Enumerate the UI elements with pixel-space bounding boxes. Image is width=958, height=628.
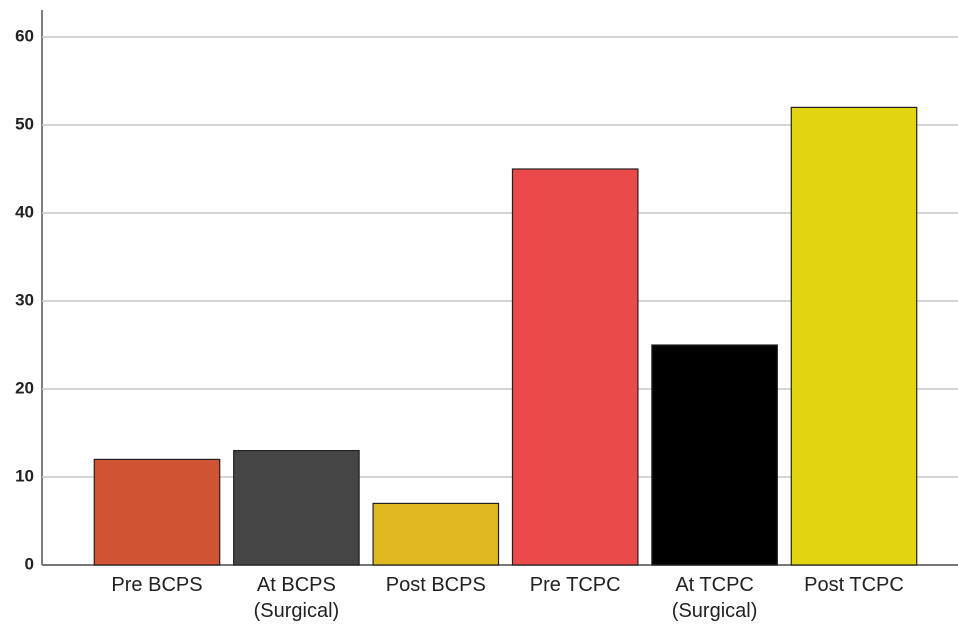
x-tick-label: At BCPS (Surgical) [253, 574, 340, 622]
bar [372, 502, 500, 566]
bar [511, 168, 639, 566]
x-tick-label: At TCPC (Surgical) [671, 574, 758, 622]
bar [233, 450, 360, 566]
x-tick-label: Pre BCPS [111, 574, 203, 596]
x-tick-label: Post TCPC [804, 574, 904, 596]
y-tick-label: 10 [15, 466, 34, 485]
y-tick-label: 0 [25, 554, 34, 573]
y-tick-label: 30 [15, 290, 34, 309]
y-tick-label: 60 [15, 26, 34, 45]
bar [651, 344, 778, 566]
x-tick-label: Post BCPS [385, 574, 486, 596]
y-tick-label: 40 [15, 202, 34, 221]
x-tick-label: Pre TCPC [529, 574, 621, 596]
bar [790, 106, 918, 566]
bar [93, 458, 221, 566]
y-tick-label: 50 [15, 114, 34, 133]
y-tick-label: 20 [15, 378, 34, 397]
